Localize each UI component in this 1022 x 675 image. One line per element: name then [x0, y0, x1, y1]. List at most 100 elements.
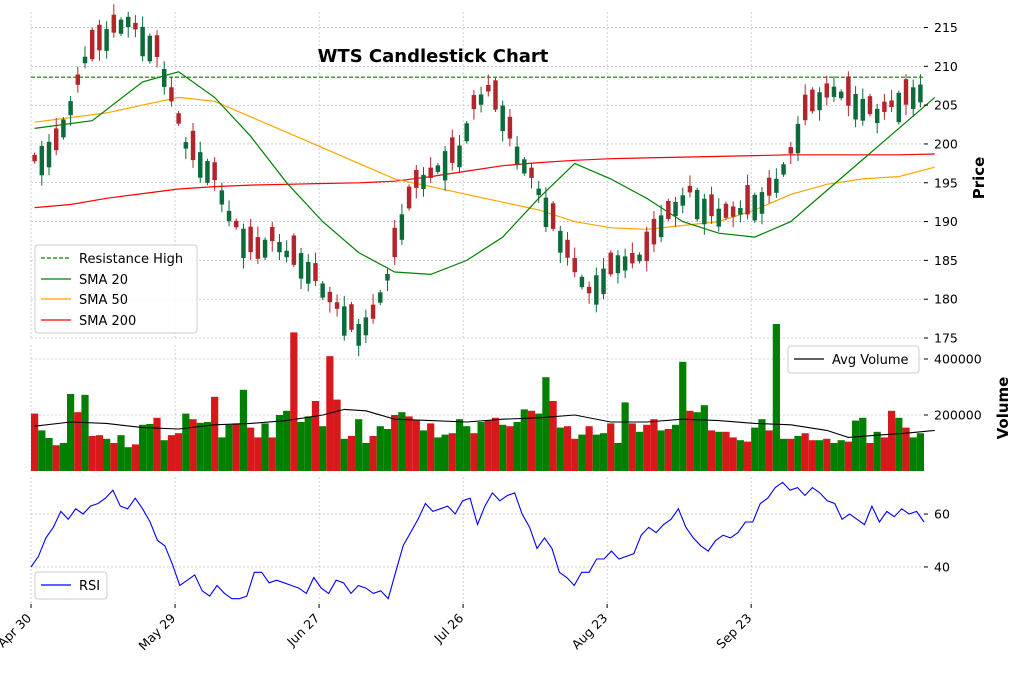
candle-body [154, 35, 160, 58]
volume-bar [614, 443, 622, 471]
volume-bar [844, 441, 852, 471]
candle-body [658, 215, 664, 238]
legend-label-rsi: RSI [79, 579, 100, 594]
candle-body [522, 159, 527, 174]
volume-bar [74, 412, 82, 471]
volume-bar [254, 437, 262, 471]
volume-bar [758, 419, 766, 471]
volume-bar [189, 419, 197, 471]
candle-body [817, 92, 822, 111]
candle-body [810, 89, 815, 112]
price-tick-label: 210 [934, 59, 958, 74]
volume-bar [355, 419, 363, 471]
volume-bar [880, 437, 888, 471]
candle-body [234, 220, 239, 228]
chart-title: WTS Candlestick Chart [318, 46, 549, 67]
volume-bar [463, 426, 471, 471]
volume-bar [751, 427, 759, 471]
candle-body [378, 292, 383, 303]
candle-body [860, 98, 866, 121]
volume-bar [146, 423, 154, 471]
candle-body [313, 263, 318, 282]
candle-body [759, 192, 765, 214]
candle-body [183, 142, 189, 149]
volume-bar [283, 410, 291, 471]
candle-body [896, 92, 902, 123]
candle-body [918, 84, 923, 103]
volume-bar [830, 443, 838, 471]
volume-bar [412, 420, 420, 471]
rsi-legend: RSI [34, 571, 108, 600]
candle-body [306, 261, 311, 284]
candle-body [53, 128, 59, 151]
candle-body [846, 76, 851, 106]
volume-bar [448, 433, 456, 471]
volume-bar [391, 415, 399, 471]
candle-body [493, 80, 498, 110]
sma50-line [34, 96, 935, 230]
volume-bar [592, 434, 600, 471]
candle-body [558, 230, 563, 253]
volume-bar [275, 415, 284, 471]
volume-bar [729, 437, 737, 471]
volume-bar [218, 437, 226, 471]
rsi-panel [30, 481, 925, 600]
candle-body [550, 203, 556, 229]
candle-body [831, 86, 837, 97]
price-legend: Resistance High SMA 20 SMA 50 SMA 200 [34, 244, 198, 334]
volume-bar [621, 402, 629, 471]
volume-bar [722, 431, 730, 471]
volume-bar [556, 427, 564, 471]
candle-body [334, 302, 340, 309]
volume-bar [124, 447, 132, 471]
candle-body [125, 16, 131, 28]
volume-bar [398, 412, 406, 471]
volume-panel [31, 324, 935, 471]
volume-bar [635, 431, 644, 471]
candle-body [147, 35, 153, 62]
candle-body [457, 145, 462, 168]
volume-bar [506, 426, 514, 471]
candle-body [75, 74, 81, 85]
volume-axis-label: Volume [994, 377, 1012, 440]
volume-bar [297, 422, 305, 471]
volume-bar [405, 416, 413, 471]
volume-legend: Avg Volume [787, 345, 920, 374]
candle-body [327, 291, 333, 303]
candle-body [802, 94, 808, 121]
candle-body [824, 83, 830, 98]
candle-body [594, 275, 599, 305]
candle-body [903, 79, 909, 105]
volume-bar [707, 430, 716, 471]
legend-label-sma200: SMA 200 [79, 314, 136, 329]
avg-volume-line [34, 408, 935, 438]
candle-body [867, 96, 873, 115]
volume-bar [369, 436, 377, 471]
volume-bar [175, 433, 183, 471]
candle-body [889, 100, 894, 108]
price-tick-label: 185 [934, 253, 958, 268]
volume-bar [239, 389, 248, 471]
volume-bar [31, 413, 39, 471]
volume-bar [311, 401, 320, 471]
candle-body [190, 130, 196, 161]
volume-bar [333, 399, 341, 471]
volume-bar [571, 438, 579, 471]
candle-body [572, 258, 577, 273]
candle-body [486, 84, 491, 92]
candle-body [82, 56, 88, 64]
volume-bar [196, 422, 204, 471]
volume-bar [787, 438, 795, 471]
candle-body [255, 237, 261, 259]
volume-bar [794, 436, 802, 471]
candle-body [838, 91, 844, 99]
volume-bar [887, 410, 896, 471]
volume-bar [470, 433, 478, 471]
volume-bar [585, 426, 593, 471]
candle-body [601, 268, 606, 295]
price-tick-label: 180 [934, 292, 958, 307]
volume-bar [232, 423, 240, 471]
candle-body [320, 283, 325, 298]
volume-bar [693, 412, 701, 471]
